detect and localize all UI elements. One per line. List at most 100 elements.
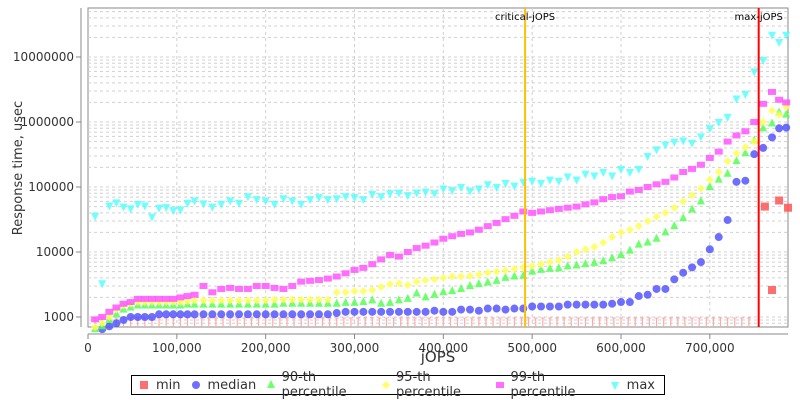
legend-label: 99-th percentile — [510, 370, 576, 400]
max-point — [545, 176, 554, 185]
median-point — [457, 305, 466, 314]
p95-point — [679, 197, 688, 206]
median-point — [199, 310, 208, 319]
median-point — [696, 258, 705, 267]
diamond-icon — [381, 381, 390, 389]
median-point — [133, 313, 142, 321]
median-point — [147, 313, 156, 321]
median-point — [537, 302, 546, 311]
max-point — [563, 173, 572, 182]
max-point — [368, 191, 377, 200]
p99-point — [705, 154, 714, 161]
p90-point — [590, 257, 599, 266]
p99-point — [768, 88, 777, 95]
p90-point — [741, 148, 750, 157]
y-axis-title: Response time, usec — [11, 101, 26, 235]
p90-point — [599, 256, 608, 265]
max-point — [112, 199, 121, 208]
median-point — [323, 310, 332, 319]
p99-point — [448, 233, 457, 240]
x-tick-label: 0 — [84, 341, 92, 355]
median-point — [394, 307, 403, 316]
max-point — [190, 197, 199, 206]
series-median — [98, 123, 791, 334]
max-point — [421, 188, 430, 197]
legend-item: median — [190, 378, 256, 393]
p95-point — [616, 228, 625, 237]
p95-point — [350, 287, 359, 296]
p99-point — [359, 264, 368, 271]
median-point — [105, 322, 114, 331]
p95-point — [599, 238, 608, 247]
p99-point — [696, 161, 705, 168]
p95-point — [545, 258, 554, 267]
p99-point — [126, 299, 135, 306]
median-point — [162, 310, 171, 319]
median-point — [625, 298, 634, 307]
p95-point — [368, 286, 377, 295]
max-point — [98, 280, 107, 289]
rect-icon — [496, 382, 505, 388]
p90-point — [465, 280, 474, 289]
max-point — [759, 56, 768, 65]
median-point — [169, 310, 178, 319]
p90-point — [501, 272, 510, 281]
max-point — [119, 203, 128, 212]
median-point — [741, 176, 750, 185]
median-point — [270, 310, 279, 319]
median-point — [723, 216, 732, 225]
max-point — [377, 193, 386, 202]
p95-point — [741, 143, 750, 152]
median-point — [519, 304, 528, 313]
p90-point — [457, 283, 466, 292]
p95-point — [501, 266, 510, 275]
p95-point — [98, 319, 107, 328]
circle-icon — [191, 381, 200, 389]
p99-point — [572, 203, 581, 210]
max-point — [732, 95, 741, 104]
max-point — [483, 181, 492, 190]
median-point — [439, 307, 448, 316]
median-point — [217, 310, 226, 319]
y-tick-label: 10000000 — [13, 50, 74, 64]
p95-point — [297, 295, 306, 304]
p99-point — [421, 242, 430, 249]
p99-point — [714, 148, 723, 155]
p90-point — [368, 295, 377, 304]
y-tick-label: 10000 — [36, 245, 74, 259]
median-point — [191, 381, 200, 389]
p90-point — [510, 271, 519, 280]
p99-point — [652, 181, 661, 188]
p90-point — [341, 297, 350, 306]
max-point — [183, 199, 192, 208]
p99-point — [190, 291, 199, 298]
max-point — [243, 193, 252, 202]
max-point — [510, 182, 519, 191]
max-point — [750, 68, 759, 77]
median-point — [768, 133, 777, 142]
max-point — [610, 382, 619, 390]
p95-point — [554, 256, 563, 265]
max-point — [341, 193, 350, 202]
max-point — [91, 212, 100, 221]
median-point — [368, 307, 377, 316]
max-point — [554, 177, 563, 186]
max-point — [140, 202, 149, 211]
p95-point — [430, 275, 439, 284]
p99-point — [723, 138, 732, 145]
p90-point — [492, 275, 501, 284]
p99-point — [169, 295, 178, 302]
median-point — [775, 124, 784, 133]
median-point — [474, 306, 483, 315]
p95-point — [723, 157, 732, 166]
median-point — [599, 300, 608, 309]
p99-point — [528, 209, 537, 216]
p95-point — [625, 225, 634, 234]
data-points — [91, 31, 792, 334]
p99-point — [112, 304, 121, 311]
p99-point — [625, 188, 634, 195]
p99-point — [119, 300, 128, 307]
x-axis-title: jOPS — [420, 348, 456, 366]
p90-point — [412, 288, 421, 297]
p99-point — [634, 186, 643, 193]
